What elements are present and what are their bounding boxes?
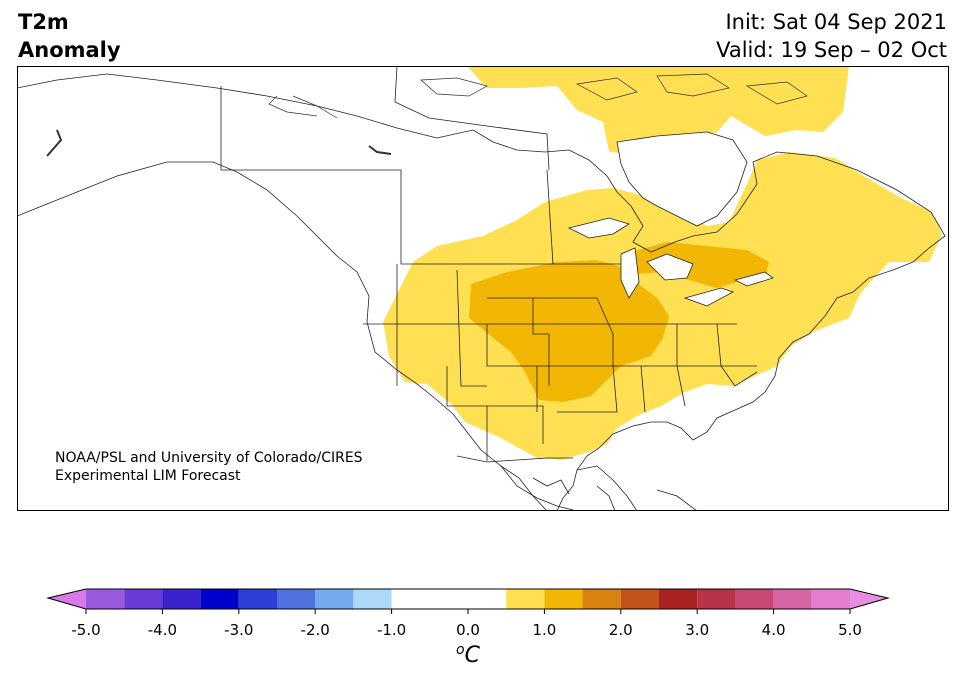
valid-range: Valid: 19 Sep – 02 Oct	[716, 38, 947, 62]
colorbar-swatch	[697, 589, 736, 609]
colorbar-swatch	[582, 589, 621, 609]
colorbar: -5.0 -4.0 -3.0 -2.0 -1.0 0.0 1.0 2.0 3.0 4.0 5.0 o…	[46, 588, 890, 668]
credit-line-1: NOAA/PSL and University of Colorado/CIRE…	[55, 450, 363, 466]
colorbar-tick-label: 0.0	[456, 621, 480, 639]
credit-line-2: Experimental LIM Forecast	[55, 468, 241, 484]
unit-letter: C	[465, 643, 481, 668]
colorbar-tick-label: -2.0	[301, 621, 330, 639]
map-title: T2m Anomaly	[18, 8, 121, 64]
title-variable: T2m	[18, 10, 69, 34]
colorbar-unit: oC	[456, 642, 481, 668]
colorbar-swatch	[735, 589, 774, 609]
mexico-outlines	[456, 455, 698, 511]
colorbar-tick-label: -3.0	[224, 621, 253, 639]
colorbar-swatch	[124, 589, 163, 609]
colorbar-swatch	[238, 589, 277, 609]
colorbar-tick-label: 5.0	[838, 621, 862, 639]
colorbar-swatch	[620, 589, 659, 609]
colorbar-swatch	[162, 589, 201, 609]
colorbar-swatch	[429, 589, 507, 609]
colorbar-swatch	[506, 589, 545, 609]
rivers	[46, 129, 392, 157]
colorbar-tick-label: 4.0	[762, 621, 786, 639]
colorbar-swatch	[353, 589, 392, 609]
colorbar-swatch	[200, 589, 239, 609]
colorbar-tick-label: -1.0	[377, 621, 406, 639]
arctic-islands	[268, 73, 808, 119]
colorbar-tick-label: 3.0	[685, 621, 709, 639]
hudson-bay	[616, 131, 748, 227]
colorbar-high-extension	[850, 589, 888, 609]
anomaly-weak-area	[383, 66, 942, 460]
init-date: Init: Sat 04 Sep 2021	[725, 10, 947, 34]
colorbar-swatch	[391, 589, 430, 609]
anomaly-map	[17, 66, 949, 511]
title-quantity: Anomaly	[18, 38, 121, 62]
attribution: NOAA/PSL and University of Colorado/CIRE…	[55, 449, 363, 485]
colorbar-swatch	[773, 589, 812, 609]
land-outlines	[17, 66, 946, 511]
colorbar-tick-label: -5.0	[71, 621, 100, 639]
colorbar-tick-label: 1.0	[532, 621, 556, 639]
forecast-dates: Init: Sat 04 Sep 2021 Valid: 19 Sep – 02…	[716, 8, 947, 64]
colorbar-swatch	[544, 589, 583, 609]
unit-superscript: o	[456, 642, 465, 658]
colorbar-ticks: -5.0 -4.0 -3.0 -2.0 -1.0 0.0 1.0 2.0 3.0 4.0 5.0	[71, 609, 862, 639]
colorbar-swatches	[86, 589, 850, 609]
colorbar-tick-label: 2.0	[609, 621, 633, 639]
colorbar-swatch	[659, 589, 698, 609]
colorbar-low-extension	[48, 589, 86, 609]
colorbar-swatch	[86, 589, 125, 609]
colorbar-swatch	[811, 589, 850, 609]
colorbar-swatch	[315, 589, 354, 609]
great-lakes	[567, 217, 774, 307]
anomaly-moderate-area	[469, 242, 769, 402]
colorbar-tick-label: -4.0	[148, 621, 177, 639]
colorbar-swatch	[277, 589, 316, 609]
